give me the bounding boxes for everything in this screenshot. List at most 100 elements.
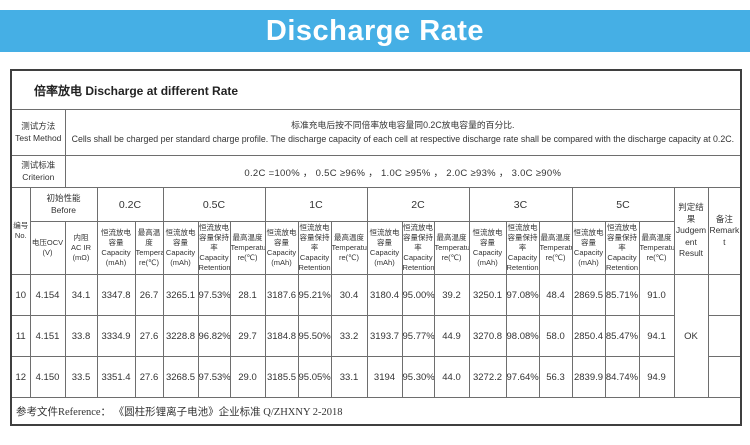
table-cell: 3351.4 (96, 356, 136, 398)
table-cell: 3268.5 (162, 356, 199, 398)
col-group-3c: 3C (468, 187, 573, 222)
judgement-result-cell: OK (673, 274, 709, 398)
reference-text: 参考文件Reference： 《圆柱形锂离子电池》企业标准 Q/ZHXNY 2-… (10, 397, 742, 426)
table-cell: 2850.4 (571, 315, 606, 357)
table-cell: 29.7 (229, 315, 266, 357)
table-cell: 94.9 (638, 356, 675, 398)
table-cell: 33.5 (64, 356, 98, 398)
table-row: 参考文件Reference： 《圆柱形锂离子电池》企业标准 Q/ZHXNY 2-… (10, 397, 742, 426)
table-cell: 26.7 (134, 274, 164, 316)
table-cell: 28.1 (229, 274, 266, 316)
col-group-5c: 5C (571, 187, 675, 222)
table-title: 倍率放电 Discharge at different Rate (10, 69, 742, 110)
table-cell: 12 (10, 356, 31, 398)
test-method-text-zh: 标准充电后按不同倍率放电容量同0.2C放电容量的百分比. (291, 119, 515, 130)
col-header-no: 编号 No. (10, 187, 31, 275)
table-cell: 3193.7 (366, 315, 403, 357)
table-cell: 3270.8 (468, 315, 507, 357)
table-cell: 33.8 (64, 315, 98, 357)
table-cell: 2839.9 (571, 356, 606, 398)
table-cell: 3334.9 (96, 315, 136, 357)
remark-cell (707, 274, 742, 316)
table-cell: 4.151 (29, 315, 66, 357)
table-cell: 97.64% (505, 356, 540, 398)
table-cell: 48.4 (538, 274, 573, 316)
table-cell: 95.30% (401, 356, 435, 398)
table-cell: 3180.4 (366, 274, 403, 316)
col-header-retention: 恒流放电 容量保持 率 Capacity Retention (297, 221, 332, 275)
table-cell: 96.82% (197, 315, 231, 357)
table-cell: 91.0 (638, 274, 675, 316)
col-header-retention: 恒流放电 容量保持 率 Capacity Retention (197, 221, 231, 275)
table-cell: 85.47% (604, 315, 640, 357)
table-cell: 3228.8 (162, 315, 199, 357)
table-cell: 33.1 (330, 356, 368, 398)
table-cell: 94.1 (638, 315, 675, 357)
table-cell: 10 (10, 274, 31, 316)
table-cell: 3272.2 (468, 356, 507, 398)
table-cell: 84.74% (604, 356, 640, 398)
col-header-temperature: 最高温度 Temperatu re(℃) (229, 221, 266, 275)
table-row: 测试标准 Criterion 0.2C =100% ， 0.5C ≥96% ， … (10, 155, 742, 188)
table-row: 测试方法 Test Method 标准充电后按不同倍率放电容量同0.2C放电容量… (10, 109, 742, 156)
col-group-before: 初始性能 Before (29, 187, 98, 222)
table-cell: 3185.5 (264, 356, 299, 398)
table-cell: 4.150 (29, 356, 66, 398)
table-cell: 4.154 (29, 274, 66, 316)
col-header-temperature: 最高温度 Temperatu re(℃) (538, 221, 573, 275)
col-header-capacity: 恒流放电 容量 Capacity (mAh) (366, 221, 403, 275)
col-header-remark: 备注 Remark t (707, 187, 742, 275)
table-cell: 97.53% (197, 356, 231, 398)
col-header-judgement: 判定结 果 Judgem ent Result (673, 187, 709, 275)
table-row-cell-10: 10 4.154 34.1 3347.8 26.7 3265.1 97.53% … (10, 274, 742, 398)
table-row-cell-11: 11 4.151 33.8 3334.9 27.6 3228.8 96.82% … (10, 315, 742, 357)
col-header-temperature: 最高温度 Temperatu re(℃) (433, 221, 470, 275)
table-cell: 34.1 (64, 274, 98, 316)
col-header-temperature: 最高温度 Temperatu re(℃) (638, 221, 675, 275)
criterion-label: 测试标准 Criterion (10, 155, 66, 188)
col-header-retention: 恒流放电 容量保持 率 Capacity Retention (505, 221, 540, 275)
col-header-retention: 恒流放电 容量保持 率 Capacity Retention (401, 221, 435, 275)
col-group-2c: 2C (366, 187, 470, 222)
remark-cell (707, 356, 742, 398)
page-title: Discharge Rate (265, 14, 485, 47)
table-cell: 11 (10, 315, 31, 357)
table-cell: 3265.1 (162, 274, 199, 316)
col-header-capacity: 恒流放电 容量 Capacity (mAh) (264, 221, 299, 275)
col-header-capacity: 恒流放电 容量 Capacity (mAh) (571, 221, 606, 275)
table-cell: 95.77% (401, 315, 435, 357)
col-header-capacity: 恒流放电 容量 Capacity (mAh) (468, 221, 507, 275)
page-banner: Discharge Rate (0, 10, 750, 52)
criterion-text: 0.2C =100% ， 0.5C ≥96% ， 1.0C ≥95% ， 2.0… (64, 155, 742, 188)
table-cell: 30.4 (330, 274, 368, 316)
test-method-label: 测试方法 Test Method (10, 109, 66, 156)
table-cell: 27.6 (134, 315, 164, 357)
table-cell: 3184.8 (264, 315, 299, 357)
col-header-temperature: 最高温度 Temperatu re(℃) (134, 221, 164, 275)
table-cell: 27.6 (134, 356, 164, 398)
remark-cell (707, 315, 742, 357)
table-cell: 97.08% (505, 274, 540, 316)
table-cell: 2869.5 (571, 274, 606, 316)
table-cell: 39.2 (433, 274, 470, 316)
col-header-temperature: 最高温度 Temperatu re(℃) (330, 221, 368, 275)
table-cell: 95.21% (297, 274, 332, 316)
table-cell: 44.0 (433, 356, 470, 398)
table-cell: 3187.6 (264, 274, 299, 316)
col-header-ocv: 电压OCV (V) (29, 221, 66, 275)
table-cell: 33.2 (330, 315, 368, 357)
table-cell: 3194 (366, 356, 403, 398)
discharge-rate-table: 倍率放电 Discharge at different Rate 测试方法 Te… (10, 69, 743, 426)
table-cell: 56.3 (538, 356, 573, 398)
col-header-retention: 恒流放电 容量保持 率 Capacity Retention (604, 221, 640, 275)
table-cell: 97.53% (197, 274, 231, 316)
col-group-1c: 1C (264, 187, 368, 222)
table-cell: 44.9 (433, 315, 470, 357)
table-cell: 85.71% (604, 274, 640, 316)
table-cell: 29.0 (229, 356, 266, 398)
col-group-0p2c: 0.2C (96, 187, 164, 222)
header-row-groups: 编号 No. 初始性能 Before 0.2C 0.5C 1C 2C 3C 5C… (10, 187, 742, 275)
table-row: 倍率放电 Discharge at different Rate (10, 69, 742, 110)
header-row-sub: 电压OCV (V) 内阻 AC IR (mΩ) 恒流放电 容量 Capacity… (11, 221, 741, 275)
table-cell: 3347.8 (96, 274, 136, 316)
